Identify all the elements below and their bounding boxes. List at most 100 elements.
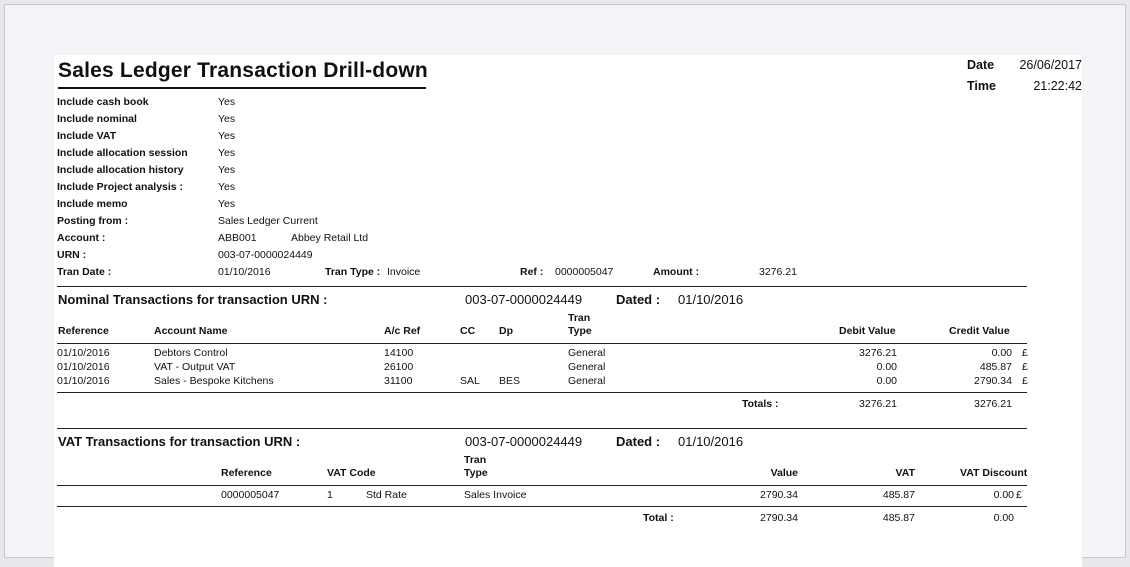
col-header-dp: Dp	[499, 325, 513, 337]
total-debit: 3276.21	[859, 398, 897, 410]
cell-reference: 01/10/2016	[57, 347, 110, 359]
col-header-vat-code: VAT Code	[327, 467, 376, 479]
date-value: 26/06/2017	[1019, 58, 1082, 72]
cell-ac-ref: 26100	[384, 361, 414, 373]
ref-label: Ref :	[520, 266, 544, 278]
tran-type-value: Invoice	[387, 266, 421, 278]
col-header-value: Value	[770, 467, 798, 479]
cell-tran-type: General	[568, 375, 606, 387]
amount-label: Amount :	[653, 266, 700, 278]
filter-label: Tran Date :	[57, 266, 112, 278]
filter-label: Include nominal	[57, 113, 137, 125]
col-header-type: Type	[568, 325, 592, 337]
filter-value: Sales Ledger Current	[218, 215, 318, 227]
col-header-type: Type	[464, 467, 488, 479]
cell-tran-type: General	[568, 347, 606, 359]
cell-reference: 01/10/2016	[57, 375, 110, 387]
totals-label: Totals :	[742, 398, 779, 410]
report-title: Sales Ledger Transaction Drill-down	[58, 59, 428, 82]
col-header-account-name: Account Name	[154, 325, 228, 337]
filter-value: Yes	[218, 198, 236, 210]
col-header-reference: Reference	[58, 325, 109, 337]
time-label: Time	[967, 79, 996, 93]
filter-value: 003-07-0000024449	[218, 249, 313, 261]
cell-reference: 01/10/2016	[57, 361, 110, 373]
filter-label: Include VAT	[57, 130, 117, 142]
amount-value: 3276.21	[759, 266, 797, 278]
cell-vat-code: 1	[327, 489, 333, 501]
account-name: Abbey Retail Ltd	[291, 232, 369, 244]
cell-tran-type: Sales Invoice	[464, 489, 527, 501]
col-header-vat-discount: VAT Discount	[960, 467, 1028, 479]
filter-label: Include allocation session	[57, 147, 188, 159]
cell-debit: 0.00	[876, 375, 897, 387]
col-header-cc: CC	[460, 325, 476, 337]
cell-account-name: VAT - Output VAT	[154, 361, 236, 373]
cell-debit: 0.00	[876, 361, 897, 373]
tran-type-label: Tran Type :	[325, 266, 381, 278]
cell-cc: SAL	[460, 375, 480, 387]
filter-label: URN :	[57, 249, 87, 261]
cell-account-name: Sales - Bespoke Kitchens	[154, 375, 274, 387]
cell-vat: 485.87	[882, 489, 915, 501]
filter-value: Yes	[218, 130, 236, 142]
filter-value: Yes	[218, 147, 236, 159]
cell-currency: £	[1022, 361, 1028, 373]
time-value: 21:22:42	[1033, 79, 1082, 93]
total-credit: 3276.21	[974, 398, 1012, 410]
cell-reference: 0000005047	[221, 489, 280, 501]
nominal-heading: Nominal Transactions for transaction URN…	[58, 292, 328, 307]
vat-dated-value: 01/10/2016	[678, 434, 744, 449]
col-header-vat: VAT	[895, 467, 915, 479]
divider	[57, 392, 1027, 393]
filter-label: Include cash book	[57, 96, 149, 108]
cell-value: 2790.34	[760, 489, 798, 501]
filter-value: ABB001	[218, 232, 257, 244]
cell-dp: BES	[499, 375, 521, 387]
cell-currency: £	[1022, 347, 1028, 359]
vat-heading: VAT Transactions for transaction URN :	[58, 434, 301, 449]
col-header-credit: Credit Value	[949, 325, 1010, 337]
total-value: 2790.34	[760, 512, 798, 524]
col-header-reference: Reference	[221, 467, 272, 479]
col-header-debit: Debit Value	[839, 325, 896, 337]
vat-urn: 003-07-0000024449	[465, 434, 583, 449]
cell-account-name: Debtors Control	[154, 347, 228, 359]
filter-value: 01/10/2016	[218, 266, 271, 278]
divider	[57, 506, 1027, 507]
total-vat: 485.87	[882, 512, 915, 524]
cell-credit: 485.87	[979, 361, 1012, 373]
col-header-tran: Tran	[568, 312, 591, 324]
cell-currency: £	[1022, 375, 1028, 387]
divider	[57, 286, 1027, 287]
total-label: Total :	[643, 512, 674, 524]
filter-label: Include memo	[57, 198, 128, 210]
col-header-ac-ref: A/c Ref	[384, 325, 421, 337]
cell-credit: 0.00	[991, 347, 1012, 359]
page-frame: Sales Ledger Transaction Drill-down Date…	[4, 4, 1126, 567]
cell-tran-type: General	[568, 361, 606, 373]
filter-value: Yes	[218, 181, 236, 193]
date-label: Date	[967, 58, 995, 72]
title-underline	[58, 87, 426, 89]
cell-ac-ref: 14100	[384, 347, 414, 359]
filter-label: Posting from :	[57, 215, 129, 227]
filter-label: Include allocation history	[57, 164, 184, 176]
report-sheet: Sales Ledger Transaction Drill-down Date…	[54, 55, 1082, 567]
filter-value: Yes	[218, 113, 236, 125]
divider	[57, 343, 1027, 344]
filter-label: Include Project analysis :	[57, 181, 184, 193]
total-vat-discount: 0.00	[993, 512, 1014, 524]
cell-debit: 3276.21	[859, 347, 897, 359]
filter-label: Account :	[57, 232, 106, 244]
cell-ac-ref: 31100	[384, 375, 413, 387]
vat-dated-label: Dated :	[616, 434, 661, 449]
col-header-tran: Tran	[464, 454, 487, 466]
cell-credit: 2790.34	[974, 375, 1012, 387]
cell-vat-code-name: Std Rate	[366, 489, 407, 501]
filter-value: Yes	[218, 96, 236, 108]
cell-currency: £	[1016, 489, 1022, 501]
divider	[57, 428, 1027, 429]
nominal-dated-value: 01/10/2016	[678, 292, 744, 307]
nominal-urn: 003-07-0000024449	[465, 292, 583, 307]
